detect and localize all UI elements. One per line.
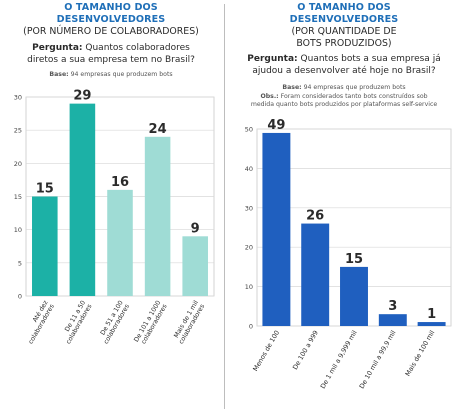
bar-chart-developers-by-bots: 0 10 20 30 40 50 49 Menos de 100 26 De 100 a 999 1… <box>245 118 452 390</box>
bar-value-label: 29 <box>73 89 91 104</box>
chart-panel-right: O TAMANHO DOS DESENVOLVEDORES (POR QUANT… <box>229 0 459 413</box>
x-tick-label: De 51 a 100colaboradores <box>96 300 131 346</box>
bar-value-label: 3 <box>388 299 397 314</box>
y-tick-label: 0 <box>249 323 253 331</box>
y-tick-label: 20 <box>14 160 22 168</box>
bar-chart-developers-by-employees: 0 5 10 15 20 25 30 15 Até dezcolaboradores 29 De 1… <box>14 89 215 348</box>
question-text-1: Quantos colaboradores <box>85 43 190 53</box>
question-line-1: Pergunta: Quantos colaboradores <box>0 43 222 53</box>
bar <box>378 314 407 326</box>
y-tick-label: 15 <box>14 193 22 201</box>
y-tick-label: 10 <box>14 226 22 234</box>
chart-panel-left: O TAMANHO DOS DESENVOLVEDORES (POR NÚMER… <box>0 0 222 413</box>
x-tick-label: De 11 a 50colaboradores <box>59 300 94 346</box>
bar-value-label: 16 <box>111 175 129 190</box>
y-tick-label: 5 <box>18 259 22 267</box>
y-tick-label: 50 <box>245 126 253 134</box>
question-line-2: diretos a sua empresa tem no Brasil? <box>27 55 195 65</box>
x-tick-label: Menos de 100 <box>251 329 281 373</box>
bar-value-label: 15 <box>345 252 363 267</box>
bar <box>182 236 208 296</box>
y-tick-label: 20 <box>245 244 253 252</box>
bar <box>32 196 58 296</box>
bar <box>107 189 133 296</box>
chart-subtitle-line-1: (POR QUANTIDADE DE <box>291 26 397 37</box>
bar <box>144 136 171 296</box>
base-text: 94 empresas que produzem bots <box>70 71 173 78</box>
y-tick-label: 10 <box>245 283 253 291</box>
bar <box>262 132 291 326</box>
obs-note-line-1: Obs.: Foram considerados tanto bots cons… <box>229 93 459 100</box>
chart-title-line-1: O TAMANHO DOS <box>64 2 158 13</box>
y-tick-label: 25 <box>14 127 22 135</box>
base-text: 94 empresas que produzem bots <box>303 84 406 91</box>
bar <box>340 266 368 326</box>
y-tick-label: 30 <box>245 204 253 212</box>
base-label: Base: <box>282 84 302 91</box>
chart-title-line-2: DESENVOLVEDORES <box>56 14 166 25</box>
obs-text-1: Foram considerados tanto bots construído… <box>280 93 428 100</box>
chart-title-line-1: O TAMANHO DOS <box>297 2 391 13</box>
panel-divider <box>224 4 225 409</box>
obs-note-line-2: medida quanto bots produzidos por plataf… <box>250 101 438 108</box>
bar <box>417 322 446 326</box>
bar-value-label: 1 <box>427 307 436 322</box>
bar-value-label: 24 <box>149 122 167 137</box>
chart-subtitle-line-2: BOTS PRODUZIDOS) <box>296 38 392 49</box>
x-tick-label: Mais de 100 mil <box>404 329 437 378</box>
question-line-2: ajudou a desenvolver até hoje no Brasil? <box>252 66 436 76</box>
bar-value-label: 49 <box>267 118 285 133</box>
bar <box>69 103 96 296</box>
bar-value-label: 15 <box>36 182 54 197</box>
base-note: Base: 94 empresas que produzem bots <box>0 71 222 78</box>
x-tick-label: Até dezcolaboradores <box>20 298 56 345</box>
question-label: Pergunta: <box>32 43 83 53</box>
question-label: Pergunta: <box>247 54 298 64</box>
x-tick-label: De 101 a 1000colaboradores <box>133 300 169 348</box>
y-tick-label: 40 <box>245 165 253 173</box>
base-note: Base: 94 empresas que produzem bots <box>229 84 459 91</box>
base-label: Base: <box>49 71 69 78</box>
y-tick-label: 30 <box>14 94 22 102</box>
x-tick-label: Mais de 1 milcolaboradores <box>172 299 207 345</box>
question-line-1: Pergunta: Quantos bots a sua empresa já <box>229 54 459 64</box>
question-text-1: Quantos bots a sua empresa já <box>300 54 441 64</box>
y-tick-label: 0 <box>18 293 22 301</box>
x-tick-label: De 10 mil a 99,9 mil <box>358 329 398 390</box>
bar-value-label: 26 <box>306 209 324 224</box>
chart-subtitle: (POR NÚMERO DE COLABORADORES) <box>23 26 199 37</box>
bar <box>301 223 330 326</box>
bar-value-label: 9 <box>191 221 200 236</box>
x-tick-label: De 1 mil a 9,999 mil <box>319 329 359 390</box>
x-tick-label: De 100 a 999 <box>291 329 320 371</box>
chart-title-line-2: DESENVOLVEDORES <box>289 14 399 25</box>
obs-label: Obs.: <box>260 93 279 100</box>
